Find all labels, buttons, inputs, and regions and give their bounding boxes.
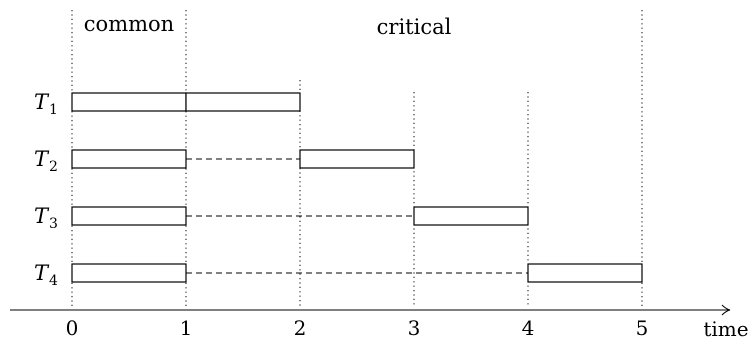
- critical-work-bar: [413, 206, 529, 226]
- task-row: T1: [34, 90, 301, 118]
- task-name: T: [34, 204, 50, 228]
- task-subscript: 1: [49, 102, 58, 118]
- critical-work-bar: [299, 149, 415, 169]
- task-row: T3: [34, 204, 529, 232]
- critical-work-bar: [185, 92, 301, 112]
- common-work-bar: [71, 206, 187, 226]
- task-subscript: 2: [49, 159, 58, 175]
- phase-label-critical: critical: [377, 15, 452, 39]
- phase-label-common: common: [84, 12, 174, 36]
- time-axis-ticks: 0 1 2 3 4 5: [66, 316, 649, 340]
- time-axis-label: time: [703, 317, 748, 341]
- common-work-bar: [71, 149, 187, 169]
- time-tick-label: 3: [408, 316, 421, 340]
- critical-work-bar: [527, 263, 643, 283]
- time-tick-label: 4: [522, 316, 535, 340]
- task-name: T: [34, 90, 50, 114]
- common-work-bar: [71, 92, 187, 112]
- task-label: T2: [34, 147, 58, 175]
- task-subscript: 3: [49, 216, 58, 232]
- task-subscript: 4: [49, 273, 58, 289]
- task-row: T2: [34, 147, 415, 175]
- time-tick-label: 0: [66, 316, 79, 340]
- time-axis-arrowhead: [721, 304, 731, 316]
- task-row: T4: [34, 261, 643, 289]
- task-name: T: [34, 261, 50, 285]
- common-work-bar: [71, 263, 187, 283]
- task-label: T3: [34, 204, 58, 232]
- time-tick-label: 1: [180, 316, 193, 340]
- task-label: T1: [34, 90, 58, 118]
- task-label: T4: [34, 261, 58, 289]
- task-name: T: [34, 147, 50, 171]
- time-tick-label: 2: [294, 316, 307, 340]
- time-tick-label: 5: [636, 316, 649, 340]
